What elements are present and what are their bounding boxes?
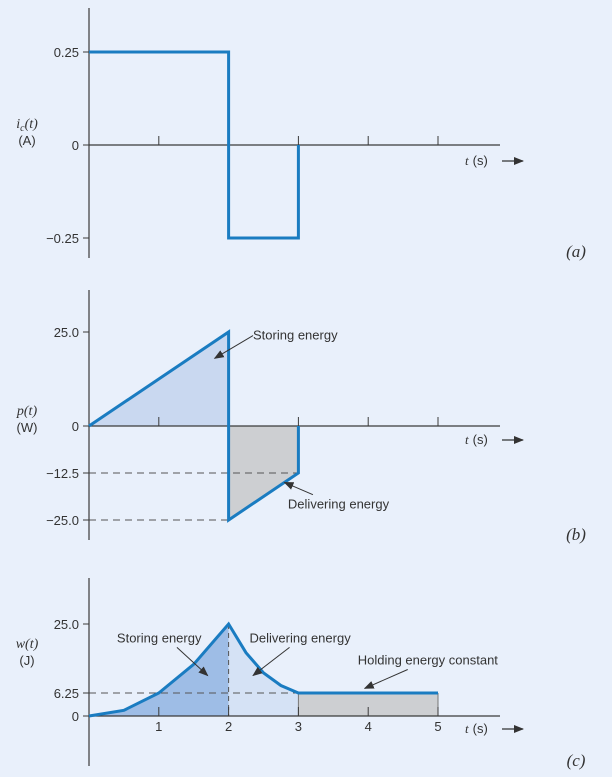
y-tick-label: −25.0 bbox=[46, 513, 79, 528]
x-tick-label: 2 bbox=[225, 719, 232, 734]
holding-area bbox=[298, 693, 438, 716]
annotation-arrow bbox=[252, 647, 290, 677]
panel-label: (b) bbox=[566, 525, 586, 544]
annotation-arrow bbox=[213, 335, 254, 359]
x-tick-label: 3 bbox=[295, 719, 302, 734]
annotation-arrow bbox=[283, 481, 314, 496]
y-axis-unit: (J) bbox=[19, 653, 34, 668]
storing-area bbox=[89, 624, 229, 716]
y-tick-label: 0 bbox=[72, 138, 79, 153]
y-tick-label: 25.0 bbox=[54, 325, 79, 340]
y-tick-label: 0 bbox=[72, 709, 79, 724]
x-axis-title: t (s) bbox=[465, 153, 488, 168]
annotation-arrow bbox=[363, 669, 408, 689]
y-axis-title: w(t) bbox=[16, 637, 39, 652]
y-axis-title: p(t) bbox=[16, 404, 38, 419]
annotation: Delivering energy bbox=[250, 630, 352, 645]
annotation: Storing energy bbox=[117, 630, 202, 645]
panel-c: 1 2 3 4 5 25.0 6.25 0 w(t)(J) t (s) (c) Storing ene… bbox=[16, 578, 586, 770]
series-line bbox=[88, 621, 438, 718]
y-tick-label: 0.25 bbox=[54, 45, 79, 60]
y-axis-unit: (A) bbox=[18, 133, 35, 148]
annotation-arrow bbox=[176, 647, 209, 677]
panel-label: (a) bbox=[566, 242, 586, 261]
x-axis-title: t (s) bbox=[465, 432, 488, 447]
annotation: Storing energy bbox=[253, 328, 338, 343]
y-tick-label: 25.0 bbox=[54, 617, 79, 632]
x-tick-label: 5 bbox=[434, 719, 441, 734]
y-axis-title: ic(t) bbox=[16, 117, 38, 134]
panel-a: 0.25 0 −0.25 ic(t)(A) t (s) (a) bbox=[16, 8, 586, 261]
x-tick-label: 1 bbox=[155, 719, 162, 734]
panel-label: (c) bbox=[567, 751, 586, 770]
annotation: Delivering energy bbox=[288, 497, 390, 512]
x-axis-title: t (s) bbox=[465, 721, 488, 736]
y-tick-label: 6.25 bbox=[54, 686, 79, 701]
annotation: Holding energy constant bbox=[358, 652, 499, 667]
y-tick-label: 0 bbox=[72, 419, 79, 434]
x-tick-label: 4 bbox=[365, 719, 372, 734]
y-tick-label: −0.25 bbox=[46, 231, 79, 246]
y-axis-unit: (W) bbox=[17, 420, 38, 435]
panel-b: 25.0 0 −12.5 −25.0 p(t)(W) t (s) (b) Storing en… bbox=[16, 290, 586, 544]
y-tick-label: −12.5 bbox=[46, 466, 79, 481]
